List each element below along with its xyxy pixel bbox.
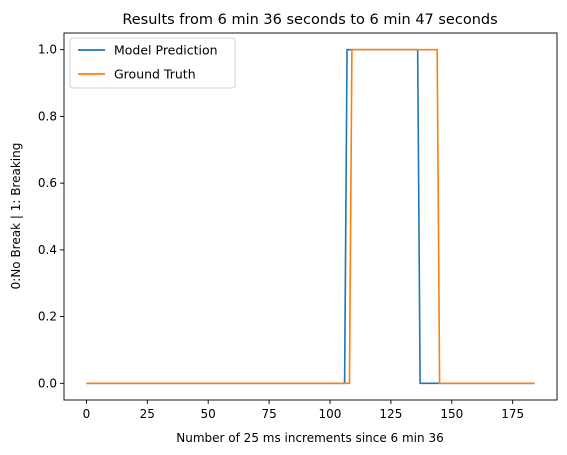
y-tick-label: 0.4 [38, 243, 57, 257]
y-tick-label: 0.2 [38, 310, 57, 324]
y-tick-label: 0.0 [38, 376, 57, 390]
x-tick-label: 175 [501, 407, 524, 421]
x-tick-label: 150 [440, 407, 463, 421]
legend-label-model-prediction: Model Prediction [114, 43, 218, 58]
y-axis-ticks: 0.0 0.2 0.4 0.6 0.8 1.0 [38, 43, 64, 390]
y-tick-label: 0.6 [38, 176, 57, 190]
plot-area [63, 32, 558, 401]
y-axis-label: 0:No Break | 1: Breaking [9, 143, 23, 290]
y-tick-label: 0.8 [38, 109, 57, 123]
x-tick-label: 50 [201, 407, 216, 421]
x-axis-label: Number of 25 ms increments since 6 min 3… [176, 431, 443, 445]
x-tick-label: 0 [83, 407, 91, 421]
x-tick-label: 75 [261, 407, 276, 421]
axes-frame [63, 32, 558, 401]
x-tick-label: 125 [379, 407, 402, 421]
chart-title: Results from 6 min 36 seconds to 6 min 4… [122, 12, 497, 28]
legend-label-ground-truth: Ground Truth [114, 67, 196, 82]
legend-frame [69, 37, 236, 89]
x-tick-label: 100 [319, 407, 342, 421]
x-axis-ticks: 0 25 50 75 100 125 150 175 [83, 400, 524, 421]
series-line-ground-truth [86, 48, 535, 385]
chart-legend: Model Prediction Ground Truth [69, 37, 236, 89]
y-tick-label: 1.0 [38, 43, 57, 57]
x-tick-label: 25 [140, 407, 155, 421]
